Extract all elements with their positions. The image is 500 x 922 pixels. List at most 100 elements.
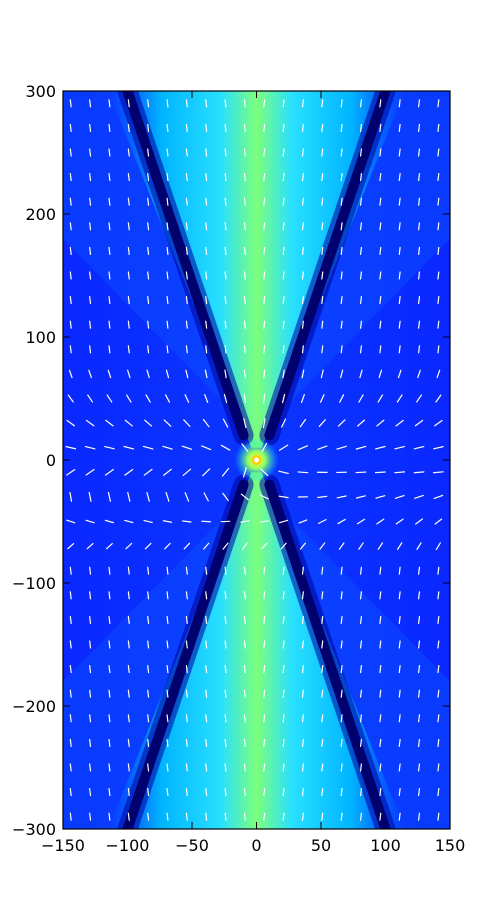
- quiver-arrow: [297, 471, 309, 474]
- quiver-arrow: [127, 197, 130, 206]
- quiver-arrow: [282, 640, 285, 649]
- quiver-arrow: [243, 345, 246, 354]
- quiver-arrow: [418, 566, 421, 575]
- quiver-arrow: [127, 148, 130, 157]
- quiver-arrow: [124, 519, 134, 524]
- quiver-arrow: [357, 419, 365, 427]
- quiver-arrow: [124, 419, 133, 427]
- quiver-arrow: [224, 566, 227, 575]
- quiver-arrow: [127, 591, 130, 600]
- quiver-arrow: [166, 197, 169, 206]
- quiver-arrow: [433, 494, 444, 500]
- quiver-arrow: [321, 640, 324, 649]
- quiver-arrow: [301, 296, 304, 305]
- quiver-arrow: [398, 246, 401, 255]
- quiver-arrow: [243, 689, 246, 698]
- quiver-arrow: [205, 665, 208, 674]
- quiver-arrow: [278, 519, 289, 524]
- quiver-arrow: [147, 714, 150, 723]
- quiver-arrow: [301, 812, 304, 821]
- quiver-arrow: [166, 714, 169, 723]
- quiver-arrow: [263, 689, 266, 698]
- quiver-arrow: [437, 173, 440, 182]
- quiver-arrow: [125, 394, 132, 403]
- quiver-arrow: [205, 173, 208, 182]
- quiver-arrow: [69, 148, 72, 157]
- quiver-arrow: [355, 471, 367, 474]
- quiver-arrow: [66, 419, 76, 427]
- quiver-arrow: [437, 738, 440, 747]
- quiver-arrow: [374, 471, 386, 474]
- quiver-arrow: [69, 812, 72, 821]
- quiver-arrow: [108, 714, 111, 723]
- quiver-arrow: [127, 99, 130, 108]
- quiver-arrow: [224, 296, 227, 305]
- quiver-arrow: [147, 271, 150, 280]
- quiver-arrow: [125, 542, 133, 550]
- quiver-arrow: [224, 369, 227, 379]
- quiver-arrow: [379, 812, 382, 821]
- quiver-arrow: [398, 640, 401, 649]
- quiver-arrow: [185, 369, 189, 379]
- quiver-arrow: [340, 173, 343, 182]
- quiver-arrow: [127, 665, 130, 674]
- nodal-band: [264, 91, 391, 441]
- quiver-arrow: [205, 148, 208, 157]
- quiver-arrow: [202, 468, 211, 477]
- quiver-arrow: [165, 369, 170, 379]
- quiver-arrow: [321, 222, 324, 231]
- quiver-arrow: [104, 445, 115, 450]
- quiver-arrow: [282, 345, 285, 354]
- quiver-arrow: [301, 197, 304, 206]
- quiver-arrow: [435, 542, 441, 550]
- quiver-arrow: [243, 640, 246, 649]
- quiver-arrow: [263, 763, 266, 772]
- quiver-arrow: [321, 197, 324, 206]
- quiver-arrow: [437, 148, 440, 157]
- quiver-arrow: [394, 445, 405, 450]
- quiver-arrow: [66, 519, 76, 524]
- quiver-arrow: [205, 615, 208, 624]
- quiver-arrow: [69, 123, 72, 132]
- quiver-arrow: [282, 566, 285, 575]
- quiver-arrow: [398, 665, 401, 674]
- quiver-arrow: [86, 542, 94, 550]
- quiver-arrow: [243, 763, 246, 772]
- quiver-arrow: [263, 320, 266, 329]
- quiver-arrow: [127, 615, 130, 624]
- quiver-arrow: [147, 148, 150, 157]
- quiver-arrow: [336, 445, 347, 450]
- quiver-arrow: [414, 419, 424, 427]
- quiver-arrow: [359, 271, 363, 280]
- quiver-arrow: [166, 99, 169, 108]
- quiver-arrow: [359, 345, 363, 354]
- quiver-arrow: [379, 738, 382, 747]
- quiver-arrow: [127, 738, 130, 747]
- quiver-arrow: [108, 689, 111, 698]
- quiver-arrow: [282, 812, 285, 821]
- quiver-arrow: [105, 419, 114, 427]
- quiver-arrow: [166, 738, 169, 747]
- quiver-arrow: [205, 271, 208, 280]
- quiver-arrow: [224, 148, 227, 157]
- quiver-arrow: [417, 369, 421, 379]
- quiver-arrow: [299, 418, 307, 428]
- quiver-arrow: [398, 123, 401, 132]
- quiver-arrow: [224, 222, 227, 231]
- x-tick-label: −150: [41, 836, 85, 855]
- quiver-arrow: [437, 788, 440, 797]
- quiver-arrow: [224, 99, 227, 108]
- quiver-arrow: [89, 763, 92, 772]
- quiver-arrow: [147, 222, 150, 231]
- quiver-arrow: [398, 222, 401, 231]
- quiver-arrow: [205, 763, 208, 772]
- quiver-arrow: [127, 246, 130, 255]
- quiver-arrow: [65, 446, 77, 450]
- quiver-arrow: [69, 738, 72, 747]
- quiver-arrow: [243, 197, 246, 206]
- y-tick-label: 0: [46, 451, 56, 470]
- quiver-arrow: [359, 640, 363, 649]
- quiver-arrow: [340, 99, 343, 108]
- quiver-arrow: [418, 591, 421, 600]
- quiver-arrow: [185, 123, 188, 132]
